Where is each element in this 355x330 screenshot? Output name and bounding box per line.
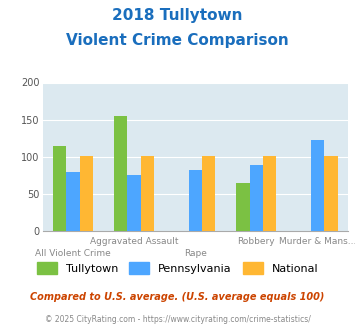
Bar — [114, 116, 127, 231]
Bar — [311, 140, 324, 231]
Bar — [236, 183, 250, 231]
Bar — [324, 156, 338, 231]
Bar — [263, 156, 277, 231]
Bar — [127, 175, 141, 231]
Bar — [141, 156, 154, 231]
Text: © 2025 CityRating.com - https://www.cityrating.com/crime-statistics/: © 2025 CityRating.com - https://www.city… — [45, 315, 310, 324]
Text: Violent Crime Comparison: Violent Crime Comparison — [66, 33, 289, 48]
Bar — [80, 156, 93, 231]
Text: Rape: Rape — [184, 249, 207, 258]
Text: 2018 Tullytown: 2018 Tullytown — [112, 8, 243, 23]
Bar — [250, 165, 263, 231]
Text: All Violent Crime: All Violent Crime — [35, 249, 111, 258]
Text: Aggravated Assault: Aggravated Assault — [90, 237, 179, 246]
Legend: Tullytown, Pennsylvania, National: Tullytown, Pennsylvania, National — [32, 258, 323, 278]
Bar — [53, 146, 66, 231]
Bar — [189, 170, 202, 231]
Text: Robbery: Robbery — [237, 237, 275, 246]
Text: Murder & Mans...: Murder & Mans... — [279, 237, 355, 246]
Bar — [66, 172, 80, 231]
Bar — [202, 156, 215, 231]
Text: Compared to U.S. average. (U.S. average equals 100): Compared to U.S. average. (U.S. average … — [30, 292, 325, 302]
